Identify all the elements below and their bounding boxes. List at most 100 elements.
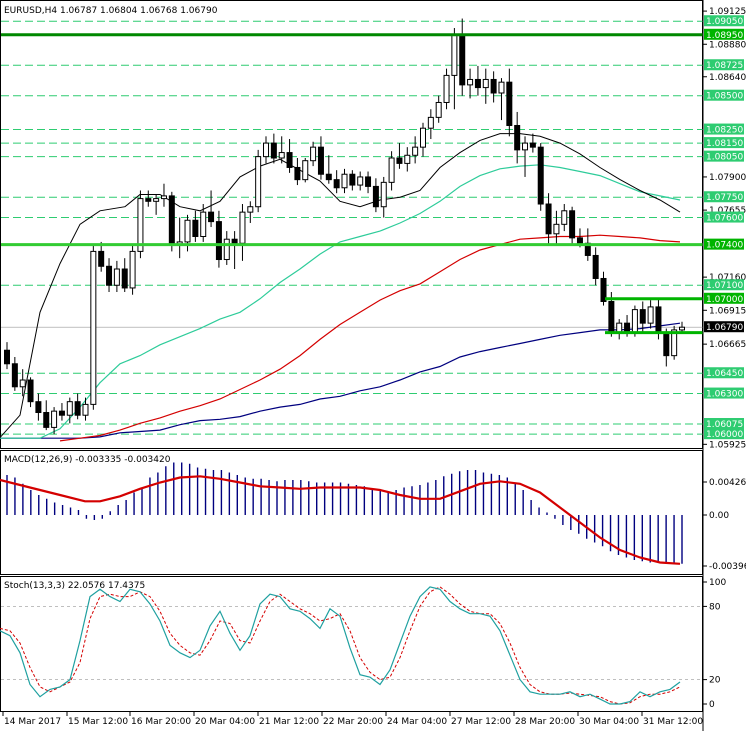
time-label: 24 Mar 04:00 — [387, 717, 447, 727]
time-label: 30 Mar 04:00 — [579, 717, 639, 727]
price-tag — [704, 89, 744, 101]
candle-bear — [317, 146, 324, 175]
candle-bull — [671, 329, 678, 357]
price-axis: 1.09125 1.08880 1.08640 1.07900 1.07655 1.071… — [702, 0, 746, 731]
macd-pane[interactable] — [0, 450, 703, 575]
candle-bear — [270, 142, 277, 159]
price-label: 1.07900 — [709, 173, 746, 183]
candle-bull — [200, 211, 207, 238]
candle-bull — [239, 211, 246, 244]
candle-bear — [474, 78, 481, 89]
candle-bear — [600, 277, 607, 302]
level-tag — [704, 238, 744, 250]
candle-bear — [43, 412, 50, 428]
stoch-axis-label: 0 — [709, 700, 715, 710]
candle-bull — [184, 219, 191, 243]
price-tag — [704, 123, 744, 135]
candle-bull — [419, 127, 426, 148]
price-tag-label: 1.09050 — [706, 17, 743, 27]
price-tag — [704, 279, 744, 291]
candle-bull — [631, 309, 638, 334]
stoch-pane[interactable] — [0, 576, 703, 712]
time-axis: 14 Mar 2017 15 Mar 12:00 16 Mar 20:00 20 Ma… — [2, 712, 703, 727]
macd-indicator: 0.004261 0.00 -0.003964 — [0, 462, 746, 572]
candle-bull — [435, 101, 442, 118]
candle-bull — [247, 206, 254, 213]
candle-bear — [333, 179, 340, 189]
candle-bull — [357, 176, 364, 186]
time-label: 14 Mar 2017 — [4, 717, 61, 727]
candle-bull — [66, 401, 73, 416]
macd-axis-label: 0.004261 — [709, 478, 746, 488]
candle-bear — [514, 124, 521, 151]
price-tag-label: 1.08500 — [706, 92, 743, 102]
candle-bear — [106, 265, 113, 286]
current-price-tag — [704, 321, 744, 333]
price-tag — [704, 150, 744, 162]
stoch-info-label: Stoch(13,3,3) 22.0576 17.4375 — [4, 581, 145, 591]
candle-bull — [443, 74, 450, 103]
candle-bull — [129, 250, 136, 289]
price-tag-label: 1.07750 — [706, 193, 743, 203]
candle-bear — [294, 166, 301, 181]
candle-bear — [27, 379, 34, 403]
candle-bull — [404, 154, 411, 164]
price-label: 1.08880 — [709, 40, 746, 50]
candle-bear — [168, 195, 175, 246]
candle-bear — [506, 81, 513, 126]
price-label: 1.06665 — [709, 340, 746, 350]
time-label: 28 Mar 20:00 — [515, 717, 575, 727]
level-tag-label: 1.08950 — [706, 31, 743, 41]
main-pane[interactable] — [0, 0, 703, 449]
candle-bear — [349, 173, 356, 186]
candle-bear — [35, 401, 42, 414]
price-tag — [704, 367, 744, 379]
price-tag — [704, 211, 744, 223]
macd-axis-label: -0.003964 — [709, 562, 746, 572]
price-tag-label: 1.08250 — [706, 126, 743, 136]
macd-info-label: MACD(12,26,9) -0.003335 -0.003420 — [4, 455, 171, 465]
candle-bear — [215, 221, 222, 261]
candle-bear — [396, 157, 403, 164]
candle-bear — [58, 410, 65, 416]
candle-bear — [286, 152, 293, 168]
candle-bull — [153, 198, 160, 202]
price-tag-label: 1.08725 — [706, 61, 743, 71]
stoch-main-line — [0, 586, 681, 705]
candle-bull — [82, 403, 89, 416]
candle-bull — [522, 142, 529, 151]
candle-bull — [223, 238, 230, 261]
candle-bear — [569, 210, 576, 239]
candle-bear — [663, 332, 670, 357]
candle-bear — [231, 238, 238, 244]
moving-averages — [0, 133, 681, 442]
stoch-axis-label: 20 — [709, 676, 721, 686]
price-tag — [704, 15, 744, 27]
level-tag-label: 1.07000 — [706, 295, 743, 305]
price-tag-label: 1.06450 — [706, 369, 743, 379]
time-label: 16 Mar 20:00 — [131, 717, 191, 727]
support-resistance-levels — [1, 33, 703, 335]
price-tag-label: 1.08150 — [706, 139, 743, 149]
candle-bull — [302, 160, 309, 181]
ma-black-line — [0, 133, 681, 438]
candle-bear — [537, 146, 544, 205]
ma-red-line — [59, 234, 681, 442]
price-tag-label: 1.06000 — [706, 430, 743, 440]
candle-bear — [4, 349, 10, 365]
price-tag-label: 1.07100 — [706, 281, 743, 291]
candle-bull — [160, 195, 167, 200]
time-label: 20 Mar 04:00 — [195, 717, 255, 727]
candle-bear — [490, 78, 497, 94]
candle-bear — [325, 173, 332, 181]
candle-bear — [208, 211, 215, 223]
candle-bear — [98, 250, 105, 267]
macd-axis-label: 0.00 — [709, 511, 729, 521]
stochastic-indicator: 100 80 20 0 — [0, 578, 726, 710]
candle-bull — [647, 306, 654, 324]
candle-bull — [380, 181, 387, 208]
candle-bull — [113, 268, 120, 286]
candle-bear — [545, 203, 552, 235]
candle-bull — [255, 156, 262, 208]
